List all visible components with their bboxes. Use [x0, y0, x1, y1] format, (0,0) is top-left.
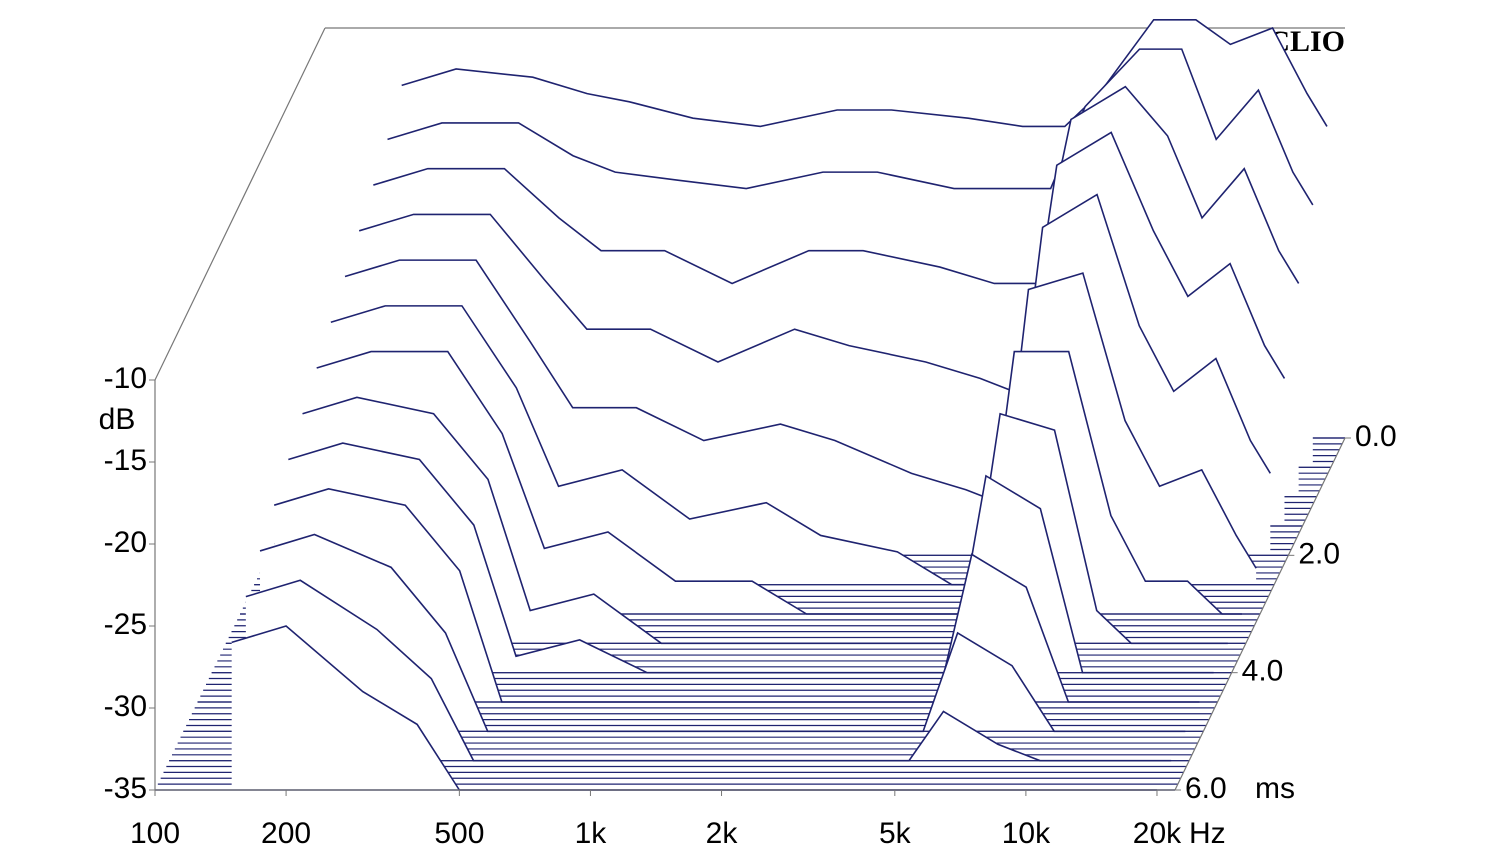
x-tick-label: 200 — [261, 817, 311, 850]
z-tick-label: 2.0 — [1298, 537, 1340, 570]
x-axis-label: Hz — [1189, 817, 1226, 850]
x-tick-label: 5k — [879, 817, 912, 850]
slice-line — [373, 85, 1300, 285]
z-axis-label: ms — [1255, 772, 1295, 805]
slice-mask — [260, 534, 1186, 732]
z-tick-label: 4.0 — [1242, 655, 1284, 688]
x-tick-label: 20k — [1133, 817, 1182, 850]
z-axis — [1174, 437, 1346, 791]
slice-mask — [231, 626, 1157, 790]
y-tick-label: -15 — [104, 444, 147, 477]
slice-line — [358, 131, 1286, 396]
y-tick-label: -20 — [104, 526, 147, 559]
y-tick-label: -10 — [104, 362, 147, 395]
y-tick-label: -25 — [104, 608, 147, 641]
slice-line — [387, 48, 1314, 206]
x-tick-label: 100 — [130, 817, 180, 850]
y-tick-label: -35 — [104, 772, 147, 805]
slice-line — [401, 19, 1328, 128]
y-tick-label: -30 — [104, 690, 147, 723]
slice-line — [344, 193, 1271, 508]
y-axis-label: dB — [99, 403, 136, 436]
z-tick-label: 0.0 — [1355, 420, 1397, 453]
x-tick-label: 500 — [434, 817, 484, 850]
slice-line — [330, 272, 1257, 586]
x-tick-label: 1k — [575, 817, 608, 850]
z-tick-label: 6.0 — [1185, 772, 1227, 805]
wall-edge — [154, 27, 326, 381]
x-tick-label: 10k — [1002, 817, 1051, 850]
x-tick-label: 2k — [706, 817, 739, 850]
